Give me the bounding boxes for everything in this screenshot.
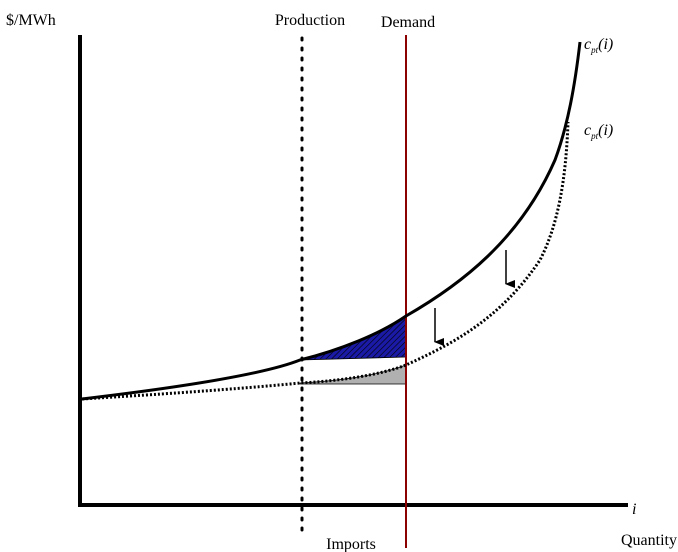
import-cost-gray-area (299, 364, 407, 385)
y-axis-label: $/MWh (6, 12, 56, 29)
upper-curve-label: cpt(i) (584, 36, 613, 55)
imports-label: Imports (326, 536, 376, 552)
production-label: Production (275, 12, 345, 29)
lower-cost-curve (81, 121, 570, 401)
x-axis-variable: i (632, 501, 636, 518)
lower-curve-label: cpt(i) (584, 122, 613, 141)
upper-cost-curve (81, 41, 582, 401)
x-axis-label: Quantity (621, 532, 677, 549)
import-cost-blue-hatched-area (299, 315, 407, 361)
demand-label: Demand (381, 14, 435, 31)
